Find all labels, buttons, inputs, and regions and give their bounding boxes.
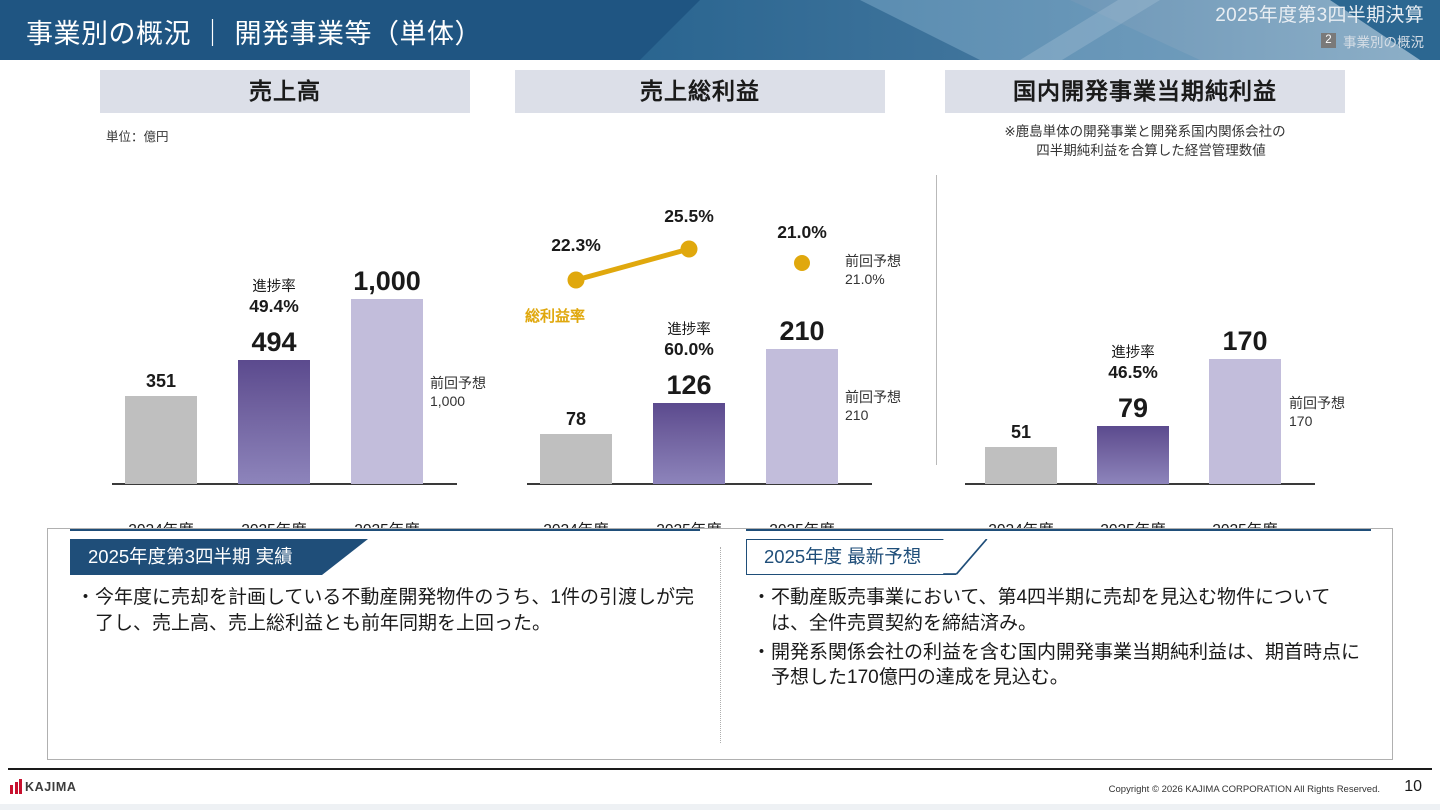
page-number: 10 — [1404, 778, 1422, 795]
commentary-right-topline — [746, 529, 1371, 531]
bottom-band — [0, 804, 1440, 810]
progress-rate-net-income: 進捗率 46.5% — [1082, 345, 1184, 383]
kajima-logo: KAJIMA — [10, 779, 77, 794]
panel-divider — [936, 175, 938, 465]
bar-value-2024q3: 351 — [145, 371, 177, 391]
commentary-right-bullets: 不動産販売事業において、第4四半期に売却を見込む物件については、全件売買契約を締… — [746, 585, 1371, 691]
bar-2025q3 — [238, 360, 310, 484]
progress-rate-label: 進捗率 — [252, 279, 296, 296]
commentary-left: 2025年度第3四半期 実績 今年度に売却を計画している不動産開発物件のうち、1… — [70, 529, 700, 761]
prev-forecast-margin-label: 前回予想 — [845, 253, 901, 269]
progress-rate-value: 49.4% — [249, 296, 299, 317]
commentary-left-heading-slant — [322, 539, 368, 575]
commentary-left-heading: 2025年度第3四半期 実績 — [88, 546, 293, 567]
progress-rate-revenue: 進捗率 49.4% — [223, 279, 325, 317]
bar-value-2025q3: 79 — [1117, 393, 1149, 423]
page-title: 事業別の概況 ｜ 開発事業等（単体） — [26, 19, 483, 49]
plot-net-income: 51 79 進捗率 46.5% 170 前回予想 170 2024年度 — [945, 130, 1345, 560]
margin-point-2024q3 — [567, 271, 585, 289]
margin-value-2025q3: 25.5% — [664, 206, 714, 226]
progress-rate-value: 60.0% — [664, 339, 714, 360]
fiscal-period-label: 2025年度第3四半期決算 — [1215, 5, 1424, 26]
margin-series-label: 総利益率 — [525, 308, 586, 325]
commentary-column-divider — [720, 547, 721, 743]
margin-value-2025-forecast: 21.0% — [777, 222, 827, 242]
logo-text: KAJIMA — [25, 779, 77, 794]
prev-forecast-margin-value: 21.0% — [845, 271, 885, 288]
bar-value-2025-forecast: 1,000 — [353, 266, 421, 296]
plot-gross-profit: 78 126 進捗率 60.0% 210 前回予想 210 — [515, 130, 901, 560]
prev-forecast-net-income: 前回予想 170 — [1289, 394, 1345, 430]
progress-rate-value: 46.5% — [1108, 362, 1158, 383]
section-number-badge: 2 — [1321, 33, 1336, 49]
bar-value-2025q3: 494 — [251, 327, 297, 357]
list-item: 開発系関係会社の利益を含む国内開発事業当期純利益は、期首時点に予想した170億円… — [752, 640, 1363, 692]
prev-forecast-value: 170 — [1289, 412, 1313, 429]
chart-note-line2: 四半期純利益を合算した経営管理数値 — [1036, 143, 1266, 159]
bar-value-2024q3: 51 — [1010, 422, 1032, 442]
commentary-right: 2025年度 最新予想 不動産販売事業において、第4四半期に売却を見込む物件につ… — [746, 529, 1371, 761]
header-bottom-rule — [0, 60, 1440, 63]
chart-panel-net-income: 国内開発事業当期純利益 ※鹿島単体の開発事業と開発系国内関係会社の 四半期純利益… — [945, 70, 1345, 560]
prev-forecast-label: 前回予想 — [845, 388, 901, 405]
commentary-panel: 2025年度第3四半期 実績 今年度に売却を計画している不動産開発物件のうち、1… — [47, 528, 1393, 760]
bar-value-2025-forecast: 170 — [1222, 326, 1268, 356]
axis-baseline — [527, 483, 872, 485]
commentary-left-topline — [70, 529, 700, 531]
chart-panel-gross-profit: 売上総利益 78 126 進捗率 60.0% 210 前回予想 210 — [515, 70, 901, 560]
commentary-right-heading-bg — [746, 539, 956, 575]
chart-note-line1: ※鹿島単体の開発事業と開発系国内関係会社の — [1004, 124, 1286, 139]
copyright-text: Copyright © 2026 KAJIMA CORPORATION All … — [1108, 784, 1380, 795]
margin-value-2024q3: 22.3% — [551, 235, 601, 255]
chart-title-gross-profit: 売上総利益 — [515, 70, 885, 113]
header-right-block: 2025年度第3四半期決算 2 事業別の概況 — [1215, 4, 1424, 51]
margin-point-2025-forecast — [794, 255, 810, 271]
prev-forecast-value: 1,000 — [430, 392, 466, 409]
list-item: 今年度に売却を計画している不動産開発物件のうち、1件の引渡しが完了し、売上高、売… — [76, 585, 694, 637]
progress-rate-label: 進捗率 — [667, 322, 711, 339]
section-label: 事業別の概況 — [1343, 34, 1424, 50]
margin-point-2025q3 — [680, 240, 698, 258]
slide-header: 事業別の概況 ｜ 開発事業等（単体） 2025年度第3四半期決算 2 事業別の概… — [0, 0, 1440, 60]
commentary-right-heading: 2025年度 最新予想 — [764, 546, 922, 567]
commentary-left-bullets: 今年度に売却を計画している不動産開発物件のうち、1件の引渡しが完了し、売上高、売… — [70, 585, 700, 637]
charts-region: 売上高 単位：億円 351 494 進捗率 49.4% 1,000 — [0, 70, 1440, 560]
prev-forecast-revenue: 前回予想 1,000 — [430, 374, 486, 410]
bar-2024q3 — [540, 434, 612, 484]
bar-value-2025-forecast: 210 — [779, 316, 825, 346]
bar-value-2025q3: 126 — [666, 370, 712, 400]
unit-note-revenue: 単位：億円 — [106, 130, 169, 144]
prev-forecast-value: 210 — [845, 406, 869, 423]
axis-baseline — [965, 483, 1315, 485]
logo-bars-icon — [10, 779, 22, 794]
list-item: 不動産販売事業において、第4四半期に売却を見込む物件については、全件売買契約を締… — [752, 585, 1363, 637]
chart-note-net-income: ※鹿島単体の開発事業と開発系国内関係会社の 四半期純利益を合算した経営管理数値 — [953, 122, 1337, 160]
header-facet-graphics — [0, 0, 1440, 60]
bar-2025q3 — [653, 403, 725, 484]
bar-2025q3 — [1097, 426, 1169, 484]
footer-rule — [8, 768, 1432, 770]
bar-value-2024q3: 78 — [565, 409, 587, 429]
bar-2025-forecast — [1209, 359, 1281, 484]
section-breadcrumb: 2 事業別の概況 — [1215, 31, 1424, 51]
chart-title-revenue: 売上高 — [100, 70, 470, 113]
prev-forecast-label: 前回予想 — [1289, 394, 1345, 411]
progress-rate-gross-profit: 進捗率 60.0% — [638, 322, 740, 360]
bar-2025-forecast — [351, 299, 423, 484]
plot-revenue: 351 494 進捗率 49.4% 1,000 前回予想 1,000 2024年… — [100, 130, 486, 560]
progress-rate-label: 進捗率 — [1111, 345, 1155, 362]
bar-2025-forecast — [766, 349, 838, 484]
prev-forecast-label: 前回予想 — [430, 374, 486, 391]
chart-title-net-income: 国内開発事業当期純利益 — [945, 70, 1345, 113]
commentary-right-heading-slant — [943, 539, 988, 575]
chart-panel-revenue: 売上高 単位：億円 351 494 進捗率 49.4% 1,000 — [100, 70, 486, 560]
prev-forecast-gross-profit: 前回予想 210 — [845, 388, 901, 424]
commentary-left-heading-bg — [70, 539, 322, 575]
axis-baseline — [112, 483, 457, 485]
bar-2024q3 — [985, 447, 1057, 484]
prev-forecast-margin: 前回予想 21.0% — [845, 252, 901, 288]
bar-2024q3 — [125, 396, 197, 484]
